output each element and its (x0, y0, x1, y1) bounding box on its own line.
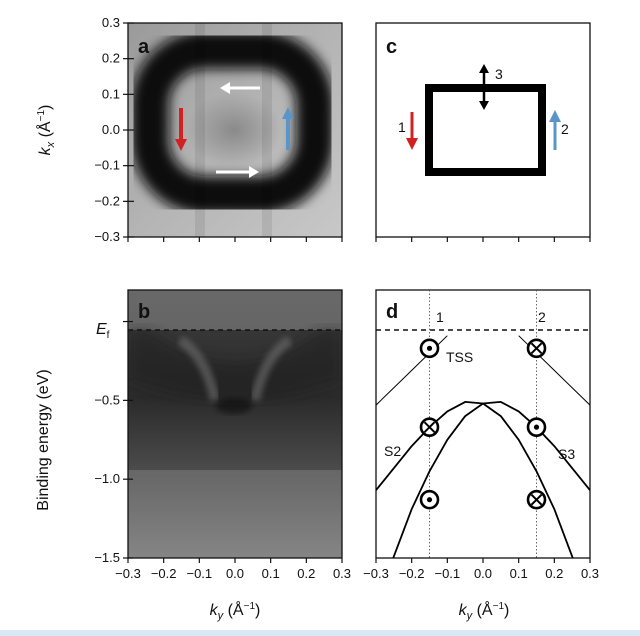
panel-b-x-ticks: −0.3 −0.2 −0.1 0.0 0.1 0.2 0.3 (115, 558, 351, 581)
marker-dot (426, 345, 433, 351)
y-tick-label: −0.5 (94, 392, 120, 407)
panel-b: b −0.5 −1.0 −1.5 Ef Binding energy (eV) −0… (35, 289, 351, 622)
marker-cross (423, 421, 436, 433)
panel-d-label: d (386, 301, 398, 323)
y-tick-label: 0.2 (102, 51, 120, 66)
cut-2-label: 2 (538, 309, 546, 325)
panel-d: d 1 2 TSS S2 S3 −0.3 −0.2 −0.1 0.0 0.1 0.2 0.3… (363, 289, 599, 622)
x-tick-label: −0.3 (115, 566, 141, 581)
x-tick-label: 0.1 (510, 566, 528, 581)
x-tick-label: 0.3 (581, 566, 599, 581)
x-tick-label: −0.1 (186, 566, 212, 581)
panel-b-y-axis-label: Binding energy (eV) (35, 369, 52, 510)
panel-c-label-2: 2 (561, 121, 569, 137)
y-tick-label: 0.0 (102, 122, 120, 137)
panel-b-map (128, 290, 342, 558)
white-arrow-left-icon (220, 82, 260, 94)
spin-out-icon (419, 338, 440, 359)
x-tick-label: 0.0 (474, 566, 492, 581)
marker-dot (533, 424, 540, 430)
x-tick-label: −0.3 (363, 566, 389, 581)
panel-a-y-ticks: 0.3 0.2 0.1 0.0 −0.1 −0.2 −0.3 (94, 15, 134, 244)
spin-in-icon (526, 489, 547, 510)
y-tick-label: −1.0 (94, 471, 120, 486)
x-tick-label: −0.2 (151, 566, 177, 581)
panel-c-label-1: 1 (398, 119, 406, 135)
panel-c-label-3: 3 (495, 66, 503, 82)
marker-cross (530, 493, 543, 506)
tss-label: TSS (446, 349, 473, 365)
bottom-rule (0, 630, 640, 636)
y-tick-label: −0.1 (94, 158, 120, 173)
x-tick-label: 0.2 (297, 566, 315, 581)
panel-b-label: b (138, 301, 150, 323)
x-tick-label: 0.1 (262, 566, 280, 581)
s2-label: S2 (384, 443, 401, 459)
panel-a-map (128, 23, 342, 237)
y-tick-label: −1.5 (94, 550, 120, 565)
panel-c-red-arrow-icon (406, 112, 418, 150)
panel-b-y-ticks: −0.5 −1.0 −1.5 (94, 320, 133, 565)
panel-a-y-axis-label: kx (Å−1) (35, 105, 57, 156)
x-tick-label: 0.3 (333, 566, 351, 581)
y-tick-label: −0.3 (94, 229, 120, 244)
white-arrow-right-icon (216, 166, 259, 178)
panel-d-x-axis-label: ky (Å−1) (459, 600, 510, 622)
marker-dot (426, 497, 433, 503)
black-double-arrow-icon (479, 64, 489, 110)
panel-c: c 3 1 2 (375, 22, 591, 238)
spin-in-icon (419, 417, 440, 437)
s3-label: S3 (558, 446, 575, 462)
spin-in-icon (526, 338, 547, 359)
spin-out-icon (526, 417, 547, 437)
panel-c-label: c (386, 36, 397, 58)
spin-out-icon (419, 489, 440, 510)
panel-d-x-ticks: −0.3 −0.2 −0.1 0.0 0.1 0.2 0.3 (363, 558, 599, 581)
y-tick-label: 0.3 (102, 15, 120, 30)
marker-cross (530, 342, 543, 355)
x-tick-label: −0.1 (434, 566, 460, 581)
y-tick-label: 0.1 (102, 86, 120, 101)
y-tick-label: −0.2 (94, 193, 120, 208)
fermi-contour-rectangle (425, 84, 546, 176)
x-tick-label: 0.2 (545, 566, 563, 581)
panel-b-x-axis-label: ky (Å−1) (210, 600, 261, 622)
red-arrow-down-icon (175, 108, 187, 151)
panel-a: a 0.3 0.2 0.1 0.0 −0.1 −0.2 −0.3 kx (Å−1) (35, 15, 343, 244)
panel-a-label: a (138, 36, 150, 58)
panel-d-markers (419, 338, 547, 510)
panel-c-blue-arrow-icon (549, 110, 561, 150)
fermi-level-label: Ef (96, 321, 110, 341)
blue-arrow-up-icon (282, 107, 294, 150)
x-tick-label: −0.2 (399, 566, 425, 581)
cut-1-label: 1 (436, 309, 444, 325)
x-tick-label: 0.0 (226, 566, 244, 581)
